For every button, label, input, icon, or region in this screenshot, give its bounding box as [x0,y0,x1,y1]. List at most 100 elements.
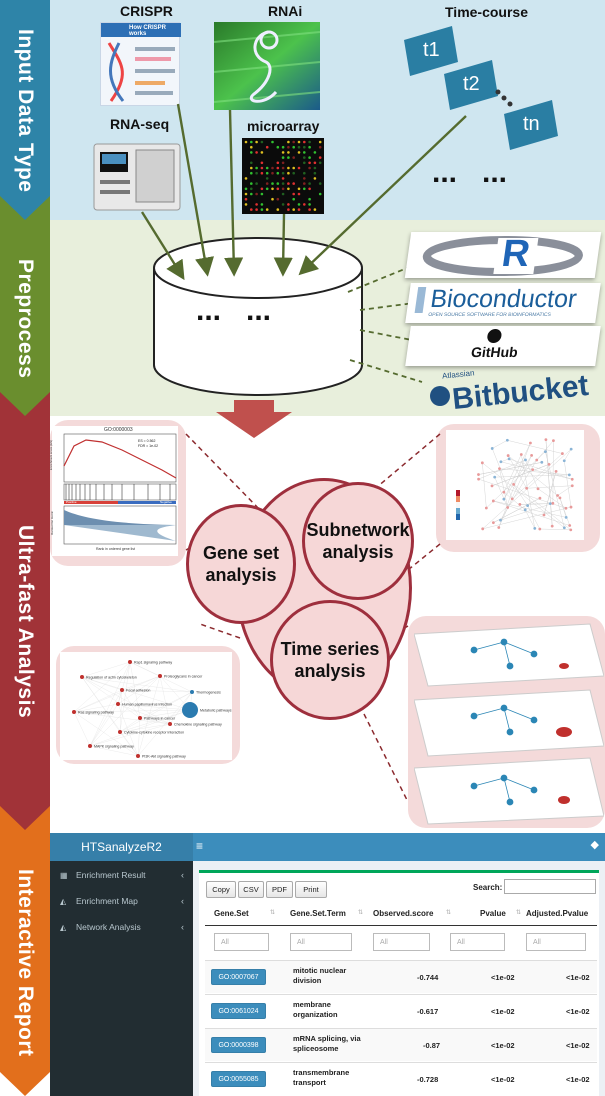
bioconductor-logo: Bioconductor [428,285,579,313]
subnetwork-analysis-label: Subnetwork analysis [306,519,410,563]
column-header-gene-set[interactable]: Gene.Set [214,909,249,918]
copy-button[interactable]: Copy [206,881,236,898]
sidebar-item-network-analysis[interactable]: ◭ Network Analysis ‹ [50,914,193,940]
score-cell: -0.617 [417,1007,439,1016]
rnai-label: RNAi [268,3,303,19]
print-button[interactable]: Print [295,881,327,898]
enrichment-map-node-label: Thermogenesis [196,691,221,695]
stage-label: Ultra-fast Analysis [14,525,37,719]
enrichment-map-node-label: Chemokine signaling pathway [174,723,222,727]
stage-interactive-report: Interactive Report [0,806,50,1096]
time-point-n: tn [523,113,540,135]
time-point-2: t2 [463,73,480,95]
microarray-label: microarray [247,118,320,134]
table-icon: ▦ [60,870,68,880]
time-course-label: Time-course [445,4,528,20]
atlassian-label: Atlassian [441,368,475,381]
adj-pvalue-cell: <1e-02 [566,973,590,982]
stage-preprocess: Preprocess [0,196,50,418]
crispr-label: CRISPR [120,3,173,19]
term-cell: mitotic nuclear division [293,966,347,985]
crispr-image: How CRISPR works [100,22,181,106]
table-row: GO:0061024 membrane organization -0.617 … [205,994,597,1027]
sidebar-item-enrichment-map[interactable]: ◭ Enrichment Map ‹ [50,888,193,914]
gene-set-button[interactable]: GO:0055085 [211,1071,266,1087]
pvalue-cell: <1e-02 [491,1041,515,1050]
adj-pvalue-cell: <1e-02 [566,1075,590,1084]
cylinder-ellipsis: ... ... [196,294,272,327]
tag-icon[interactable]: ◆ [590,839,599,851]
column-header-gene-set-term[interactable]: Gene.Set.Term [290,909,346,918]
r-logo: R [499,233,533,275]
enrichment-map-node-label: Focal adhesion [126,689,150,693]
area-chart-icon: ◭ [60,922,67,932]
sort-icon[interactable]: ⇅ [358,910,364,916]
bitbucket-icon [430,386,450,406]
enrichment-map-node-label: Human papillomavirus infection [122,703,172,707]
enrichment-map-node-label: Rap1 signaling pathway [134,661,172,665]
github-logo-card: GitHub [405,326,601,366]
preprocess-diagram [153,237,423,396]
bioconductor-logo-card: Bioconductor OPEN SOURCE SOFTWARE FOR BI… [405,283,601,323]
chevron-left-icon: ‹ [181,870,184,880]
gsea-title: GO:0000003 [104,427,133,433]
bioconductor-logo-icon [414,287,427,313]
bitbucket-logo: Atlassian Bitbucket [426,368,605,416]
filter-gene-set[interactable]: All [214,933,269,951]
gsea-xlabel: Rank in ordered gene list [96,547,135,551]
rnaseq-image [92,136,182,212]
score-cell: -0.728 [417,1075,439,1084]
column-header-adjusted-pvalue[interactable]: Adjusted.Pvalue [526,909,589,918]
sort-icon[interactable]: ⇅ [270,910,276,916]
stage-label: Preprocess [14,259,37,379]
filter-adjusted-pvalue[interactable]: All [526,933,586,951]
table-row: GO:0007067 mitotic nuclear division -0.7… [205,960,597,993]
column-header-pvalue[interactable]: Pvalue [480,909,506,918]
hamburger-menu-icon[interactable]: ≡ [196,839,204,853]
sort-icon[interactable]: ⇅ [516,910,522,916]
enrichment-map-node-label: Pathways in cancer [144,717,176,721]
pvalue-cell: <1e-02 [491,973,515,982]
stage-label: Input Data Type [14,29,37,193]
gene-set-button[interactable]: GO:0000398 [211,1037,266,1053]
rnaseq-label: RNA-seq [110,116,170,132]
enrichment-map-plot: Rap1 signaling pathway Regulation of acti… [60,652,232,760]
table-row: GO:0000398 mRNA splicing, via spliceosom… [205,1028,597,1061]
enrichment-map-node-label: Metabolic pathways [200,709,232,713]
sidebar-item-enrichment-result[interactable]: ▦ Enrichment Result ‹ [50,862,193,888]
crispr-thumb-title: How CRISPR works [129,25,167,37]
table-row: GO:0055085 transmembrane transport -0.72… [205,1062,597,1095]
pvalue-cell: <1e-02 [491,1075,515,1084]
header-divider [205,925,597,926]
sort-icon[interactable]: ⇅ [446,910,452,916]
report-main: Copy CSV PDF Print Search: Gene.Set ⇅ Ge… [193,861,605,1096]
term-cell: membrane organization [293,1000,338,1019]
r-logo-card: R [404,232,602,278]
pdf-button[interactable]: PDF [266,881,293,898]
app-title[interactable]: HTSanalyzeR2 [50,833,193,861]
interactive-report: HTSanalyzeR2 ≡ ◆ ▦ Enrichment Result ‹ ◭… [50,833,605,1096]
search-label: Search: [473,883,503,892]
adj-pvalue-cell: <1e-02 [566,1041,590,1050]
score-cell: -0.87 [423,1041,441,1050]
chevron-left-icon: ‹ [181,922,184,932]
report-sidebar: ▦ Enrichment Result ‹ ◭ Enrichment Map ‹… [50,861,193,1096]
filter-gene-set-term[interactable]: All [290,933,352,951]
term-cell: transmembrane transport [293,1068,350,1087]
sidebar-item-label: Enrichment Result [76,870,146,880]
subnetwork-analysis-circle: Subnetwork analysis [302,482,414,600]
score-cell: -0.744 [417,973,439,982]
gene-set-button[interactable]: GO:0007067 [211,969,266,985]
results-table-box: Copy CSV PDF Print Search: Gene.Set ⇅ Ge… [199,870,599,1096]
csv-button[interactable]: CSV [238,881,264,898]
search-input[interactable] [504,879,596,894]
gene-set-button[interactable]: GO:0061024 [211,1003,266,1019]
github-icon [486,329,503,343]
filter-observed-score[interactable]: All [373,933,430,951]
sidebar-item-label: Enrichment Map [76,896,138,906]
stage-label: Interactive Report [14,869,37,1057]
area-chart-icon: ◭ [60,896,67,906]
adj-pvalue-cell: <1e-02 [566,1007,590,1016]
filter-pvalue[interactable]: All [450,933,505,951]
column-header-observed-score[interactable]: Observed.score [373,909,434,918]
